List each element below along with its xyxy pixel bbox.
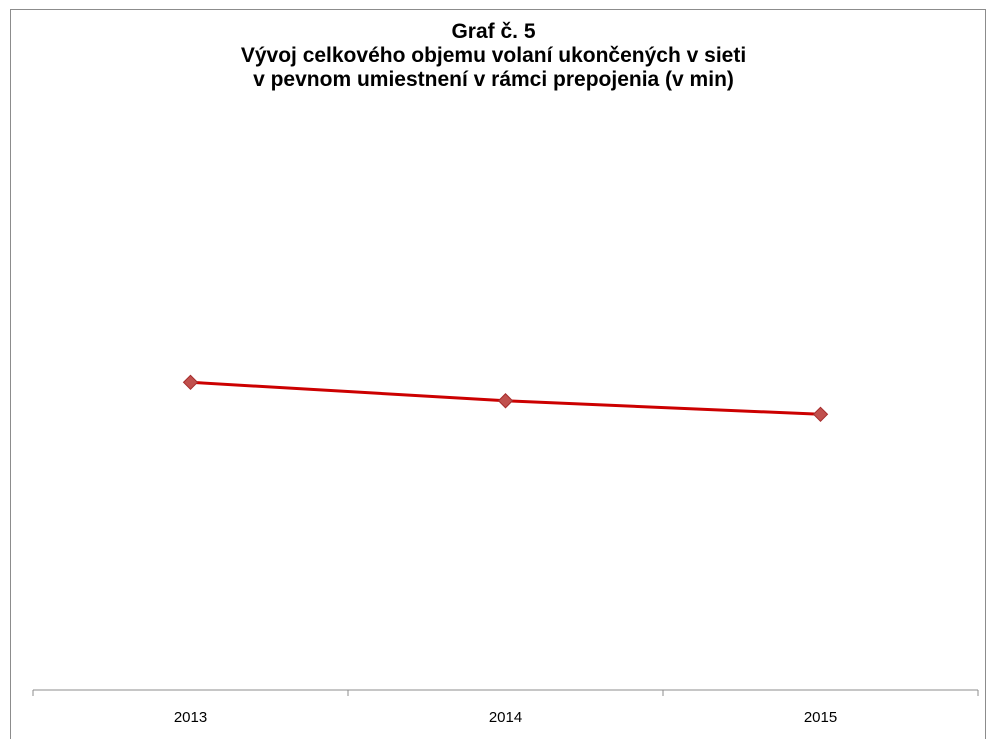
x-axis-ticks — [32, 690, 979, 696]
x-axis-labels: 2013 2014 2015 — [174, 709, 837, 726]
chart-title: Graf č. 5 Vývoj celkového objemu volaní … — [0, 20, 987, 92]
data-point-marker — [497, 393, 514, 409]
data-point-marker — [182, 374, 199, 391]
chart-title-line-2: Vývoj celkového objemu volaní ukončených… — [240, 44, 747, 67]
chart-title-line-3: v pevnom umiestnení v rámci prepojenia (… — [253, 68, 734, 91]
x-tick-label: 2014 — [489, 709, 522, 726]
x-tick-label: 2015 — [804, 709, 837, 726]
chart-area — [10, 9, 986, 739]
chart-title-line-1: Graf č. 5 — [451, 20, 536, 43]
x-tick-label: 2013 — [174, 709, 207, 726]
series-layer — [182, 374, 829, 423]
data-point-marker — [812, 406, 829, 423]
